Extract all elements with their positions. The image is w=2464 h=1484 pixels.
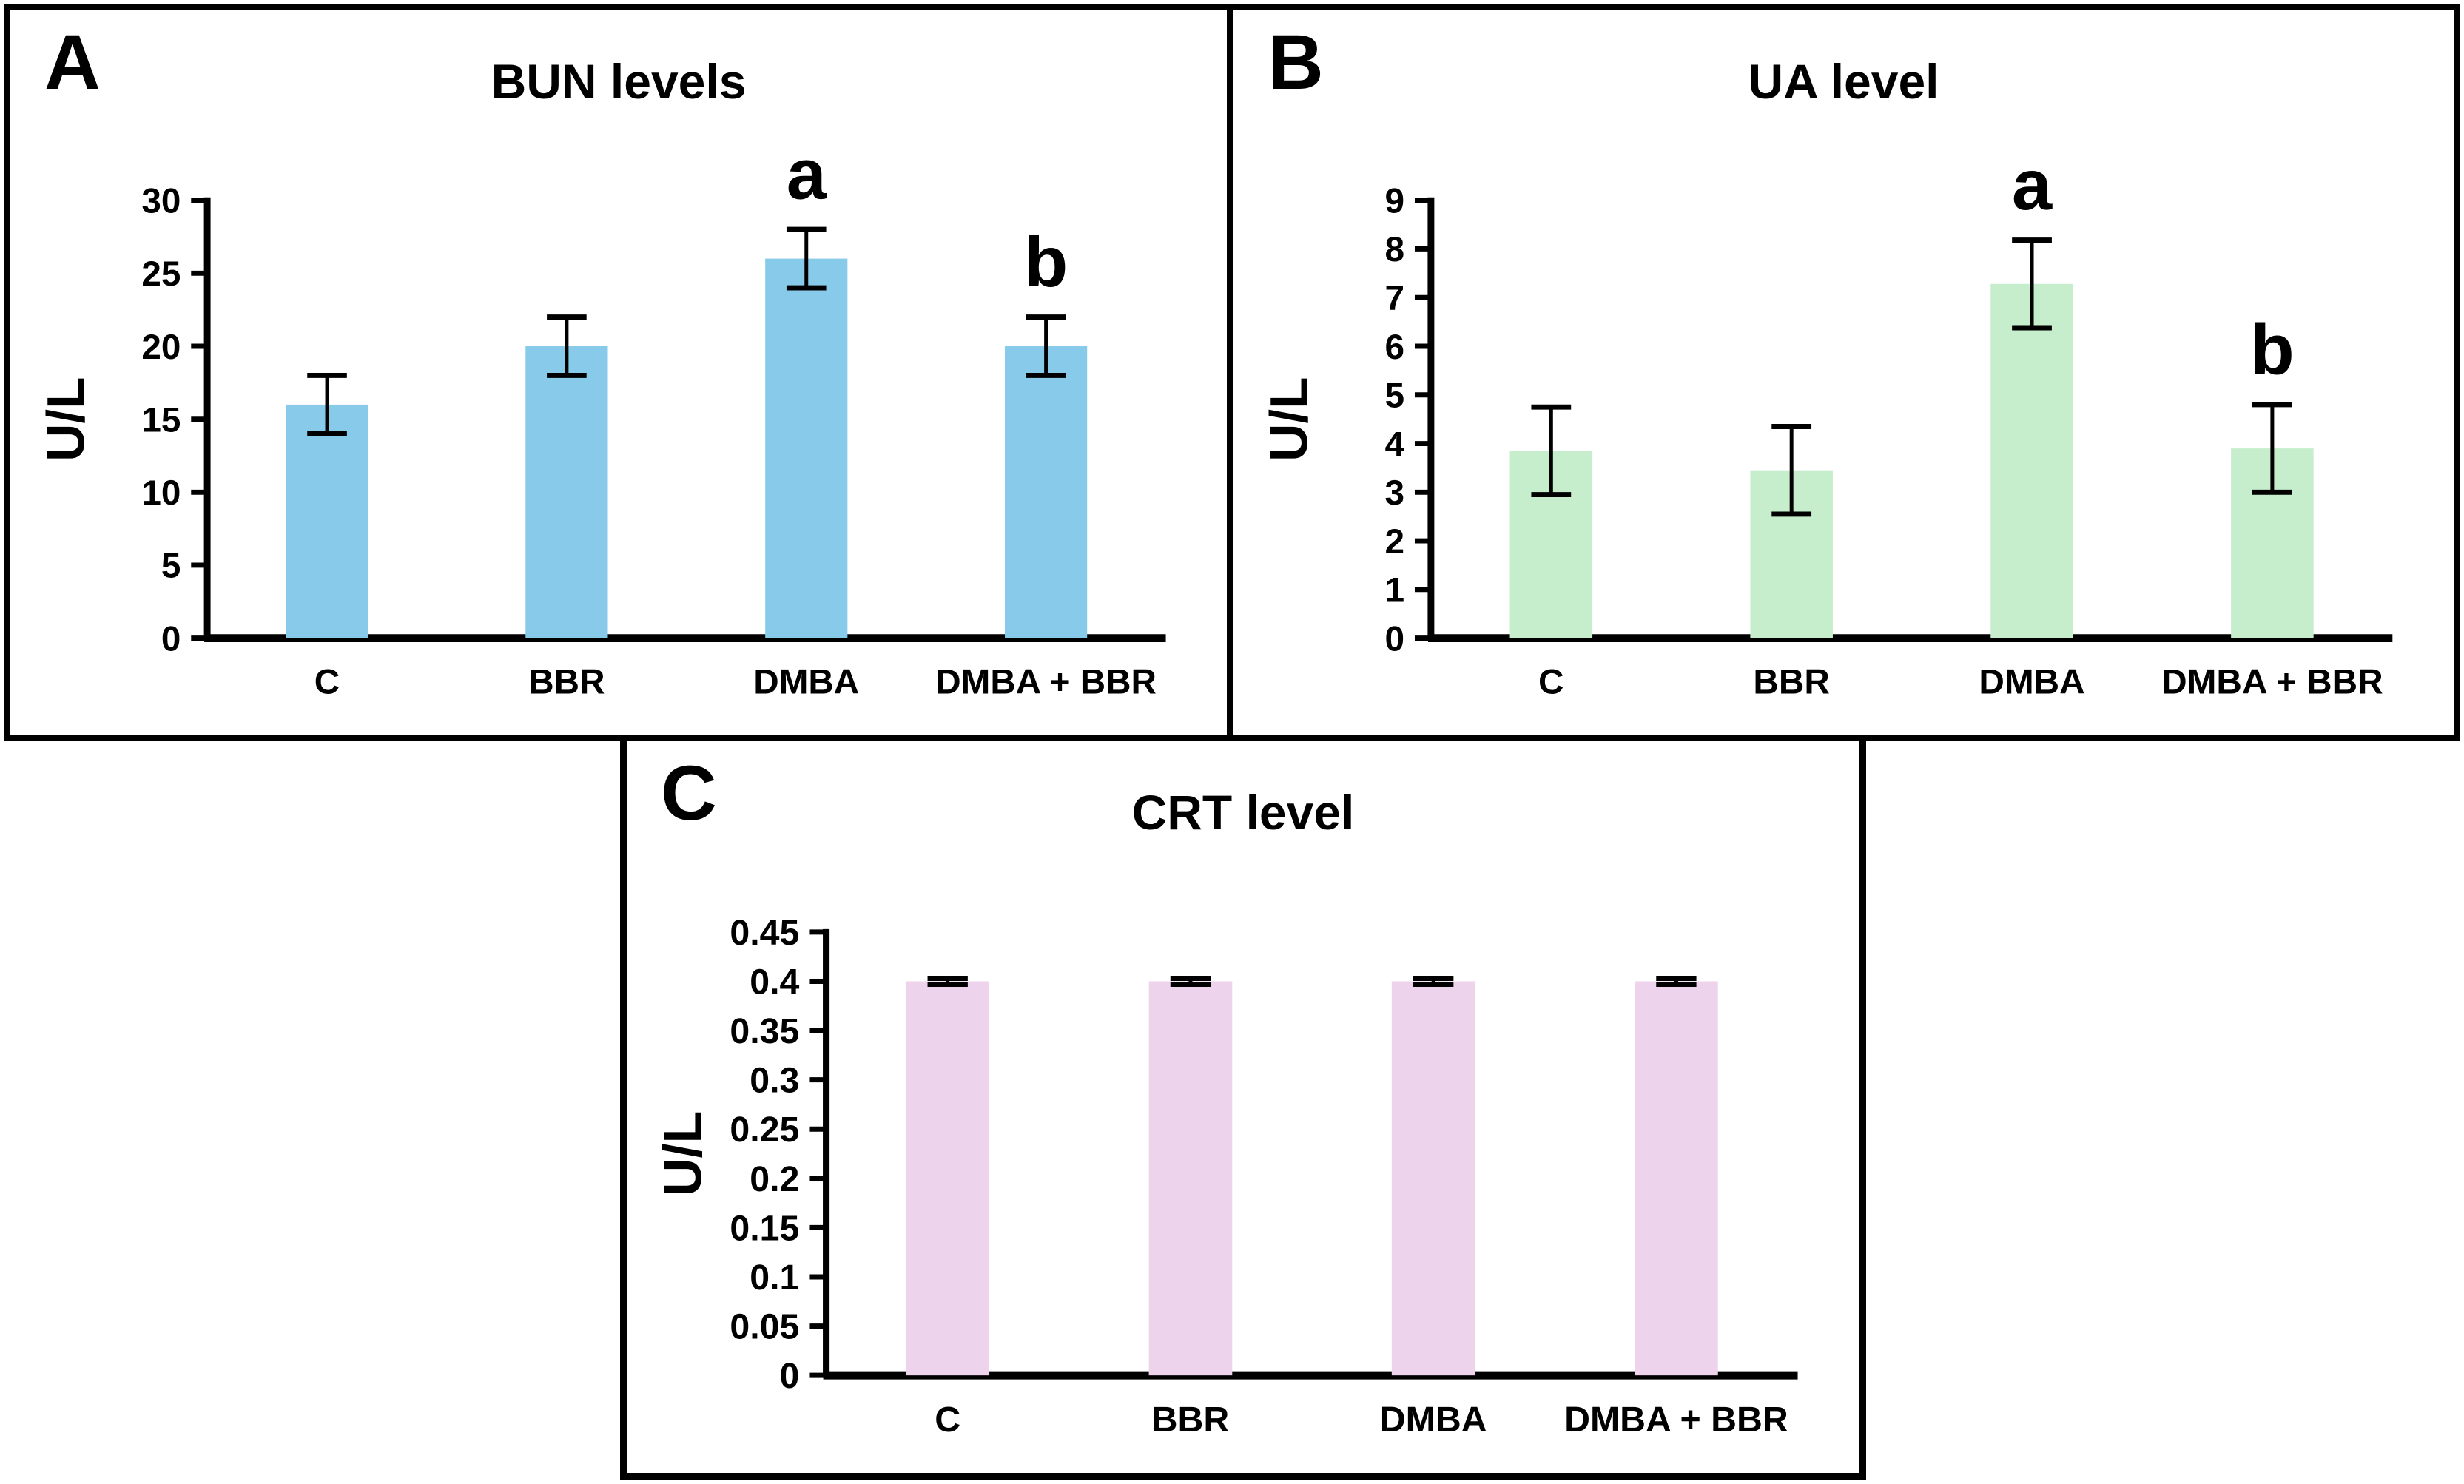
y-tick-label: 20 [141, 328, 181, 367]
panel-label-a: A [44, 19, 101, 106]
significance-letter: b [2250, 309, 2295, 389]
x-category-label: DMBA [1979, 663, 2084, 702]
y-tick-label: 0.35 [730, 1011, 799, 1051]
y-tick-label: 3 [1384, 473, 1404, 513]
x-category-label: BBR [528, 663, 605, 702]
y-tick-label: 0.4 [750, 962, 799, 1002]
y-tick-label: 6 [1384, 328, 1404, 367]
y-tick-label: 5 [161, 547, 181, 586]
panel-label-c: C [661, 750, 717, 837]
bar [906, 981, 990, 1376]
y-axis-label: U/L [36, 377, 95, 461]
bar [525, 345, 608, 638]
y-tick-label: 10 [141, 473, 181, 513]
x-category-label: DMBA + BBR [1564, 1400, 1788, 1440]
y-tick-label: 5 [1384, 377, 1404, 416]
chart-title-ua: UA level [1748, 54, 1939, 109]
y-tick-label: 0.45 [730, 913, 799, 953]
x-category-label: C [935, 1400, 960, 1440]
y-axis-label: U/L [1259, 377, 1319, 461]
bar [1635, 981, 1718, 1376]
bar [765, 258, 848, 638]
bar [1990, 283, 2073, 638]
bar [1005, 345, 1088, 638]
bar-chart-crt: 0 0.05 0.1 0.15 0.2 0.25 0.3 0.35 0.4 0.45 U/L C BBR… [653, 913, 1798, 1440]
y-tick-label: 0.05 [730, 1307, 799, 1347]
bar-chart-ua: 0 1 2 3 4 5 6 7 8 9 U/L C BBR a DMBA b DMBA + BBR [1259, 145, 2393, 702]
x-category-label: DMBA [753, 663, 859, 702]
y-tick-label: 8 [1384, 230, 1404, 269]
y-tick-label: 25 [141, 254, 181, 294]
y-tick-label: 4 [1384, 425, 1404, 465]
bar-chart-bun: 0 5 10 15 20 25 30 U/L C BBR a DMBA b DMBA + BBR [36, 134, 1166, 702]
x-category-label: C [314, 663, 340, 702]
y-tick-label: 0.1 [750, 1258, 799, 1298]
panel-ua: B UA level 0 1 2 3 4 5 6 7 8 9 U/L C BBR a DMBA b DMBA +… [1227, 4, 2460, 741]
x-category-label: BBR [1753, 663, 1830, 702]
y-tick-label: 0.2 [750, 1159, 799, 1199]
significance-letter: b [1024, 221, 1068, 302]
y-tick-label: 30 [141, 182, 181, 221]
x-category-label: DMBA + BBR [935, 663, 1157, 702]
y-tick-label: 9 [1384, 182, 1404, 221]
y-tick-label: 2 [1384, 522, 1404, 561]
significance-letter: a [787, 134, 827, 215]
x-category-label: DMBA + BBR [2161, 663, 2383, 702]
y-tick-label: 0 [780, 1356, 800, 1396]
y-tick-label: 7 [1384, 279, 1404, 318]
bar [1148, 981, 1233, 1376]
x-category-label: BBR [1152, 1400, 1230, 1440]
x-category-label: DMBA [1380, 1400, 1487, 1440]
chart-title-bun: BUN levels [491, 54, 747, 109]
x-category-label: C [1538, 663, 1564, 702]
bar [286, 404, 368, 638]
y-axis-label: U/L [653, 1111, 713, 1197]
panel-bun: A BUN levels 0 5 10 15 20 25 30 U/L C BBR a DMBA b DM… [4, 4, 1233, 741]
y-tick-label: 1 [1384, 571, 1404, 610]
panel-crt: C CRT level 0 0.05 0.1 0.15 0.2 0.25 0.3 0.35 0.… [620, 735, 1866, 1480]
bar [1391, 981, 1475, 1376]
chart-title-crt: CRT level [1131, 785, 1355, 840]
y-tick-label: 0.3 [750, 1061, 799, 1101]
y-tick-label: 0 [161, 620, 181, 659]
significance-letter: a [2012, 145, 2053, 225]
y-tick-label: 0.25 [730, 1110, 799, 1150]
y-tick-label: 0.15 [730, 1209, 799, 1249]
y-tick-label: 15 [141, 401, 181, 440]
panel-label-b: B [1268, 19, 1324, 106]
y-tick-label: 0 [1384, 620, 1404, 659]
